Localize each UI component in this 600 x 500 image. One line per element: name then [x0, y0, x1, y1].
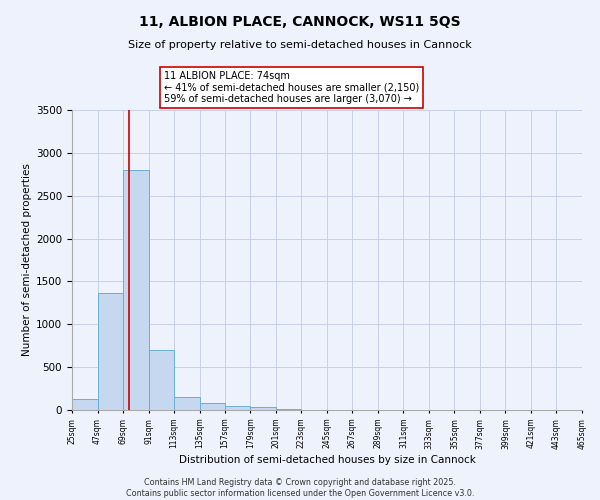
- Bar: [174, 397, 199, 410]
- Bar: [72, 399, 97, 410]
- Bar: [123, 170, 149, 410]
- Text: 11, ALBION PLACE, CANNOCK, WS11 5QS: 11, ALBION PLACE, CANNOCK, WS11 5QS: [139, 15, 461, 29]
- Bar: [199, 403, 225, 410]
- Bar: [97, 292, 123, 410]
- Bar: [225, 406, 251, 410]
- Bar: [251, 408, 276, 410]
- Bar: [149, 350, 174, 410]
- Text: 11 ALBION PLACE: 74sqm
← 41% of semi-detached houses are smaller (2,150)
59% of : 11 ALBION PLACE: 74sqm ← 41% of semi-det…: [164, 71, 419, 104]
- Text: Contains HM Land Registry data © Crown copyright and database right 2025.
Contai: Contains HM Land Registry data © Crown c…: [126, 478, 474, 498]
- Y-axis label: Number of semi-detached properties: Number of semi-detached properties: [22, 164, 32, 356]
- Text: Size of property relative to semi-detached houses in Cannock: Size of property relative to semi-detach…: [128, 40, 472, 50]
- X-axis label: Distribution of semi-detached houses by size in Cannock: Distribution of semi-detached houses by …: [179, 456, 475, 466]
